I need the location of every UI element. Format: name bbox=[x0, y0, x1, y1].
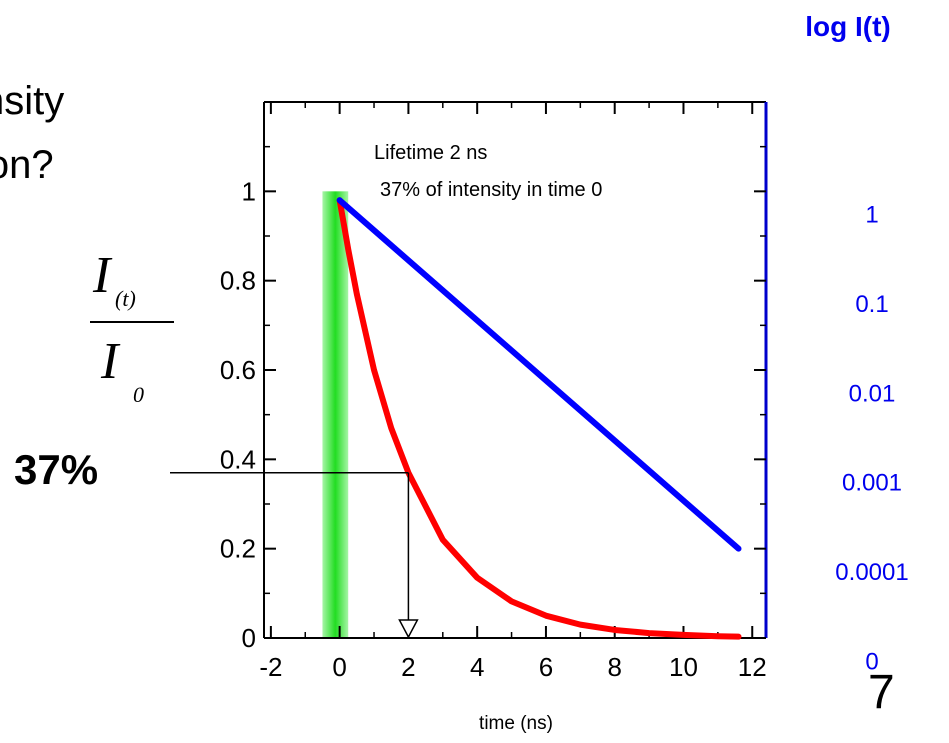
slide-title-line-2: ion? bbox=[0, 143, 54, 187]
right-axis-tick-label: 1 bbox=[865, 202, 878, 229]
lifetime-arrowhead bbox=[398, 619, 419, 639]
right-axis-tick-label: 0 bbox=[865, 648, 878, 675]
x-tick-label: 2 bbox=[401, 652, 415, 682]
x-tick-label: 12 bbox=[738, 652, 767, 682]
slide-title-line-1: nsity bbox=[0, 79, 64, 123]
y-tick-label: 0.2 bbox=[220, 534, 256, 564]
y-tick-label: 0.4 bbox=[220, 444, 256, 474]
x-tick-label: 10 bbox=[669, 652, 698, 682]
x-tick-label: 8 bbox=[607, 652, 621, 682]
right-axis-title: log I(t) bbox=[805, 11, 891, 42]
right-axis-tick-label: 0.001 bbox=[842, 470, 902, 497]
fraction-denominator: I bbox=[100, 333, 121, 390]
annotation-lifetime: Lifetime 2 ns bbox=[374, 142, 487, 164]
fraction-numerator: I bbox=[92, 247, 113, 304]
right-axis-tick-label: 0.1 bbox=[855, 291, 888, 318]
slide-number: 7 bbox=[868, 666, 895, 719]
x-axis-title: time (ns) bbox=[479, 713, 553, 734]
right-axis-tick-label: 0.01 bbox=[849, 380, 896, 407]
plot-area: -2 0 2 4 6 8 10 1200.20.40.60.8110.10.010.0010.… bbox=[170, 101, 909, 682]
annotation-intensity: 37% of intensity in time 0 bbox=[380, 179, 602, 201]
x-tick-label: -2 bbox=[259, 652, 282, 682]
right-axis-tick-label: 0.0001 bbox=[835, 559, 908, 586]
y-tick-label: 0.6 bbox=[220, 355, 256, 385]
fraction-denominator-subscript: 0 bbox=[133, 382, 144, 407]
linear-decay-curve bbox=[336, 197, 742, 640]
excitation-pulse-bar bbox=[322, 191, 349, 639]
x-tick-label: 4 bbox=[470, 652, 484, 682]
fraction-numerator-subscript: (t) bbox=[115, 286, 136, 311]
x-tick-label: 6 bbox=[539, 652, 553, 682]
y-tick-label: 0.8 bbox=[220, 266, 256, 296]
x-tick-label: 0 bbox=[332, 652, 346, 682]
y-tick-label: 0 bbox=[242, 623, 256, 653]
y-tick-label: 1 bbox=[242, 176, 256, 206]
percent-callout: 37% bbox=[14, 446, 98, 493]
log-decay-line bbox=[336, 197, 742, 552]
